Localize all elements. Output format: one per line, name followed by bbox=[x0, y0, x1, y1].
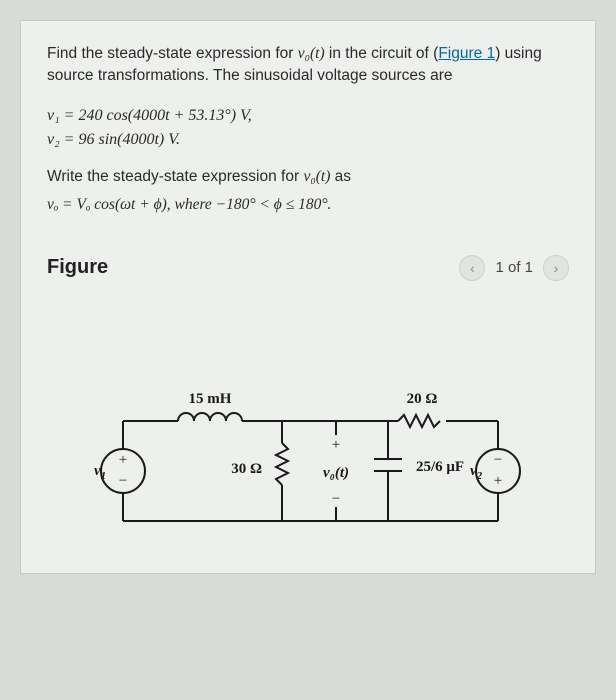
figure-link[interactable]: Figure 1 bbox=[438, 45, 495, 62]
v2-plus: + bbox=[494, 473, 502, 489]
intro-text: Find the steady-state expression for v₀(… bbox=[47, 43, 569, 88]
inductor-label: 15 mH bbox=[189, 391, 232, 407]
write-instruction: Write the steady-state expression for v₀… bbox=[47, 166, 569, 188]
eq2: v₂ = 96 sin(4000t) V. bbox=[47, 128, 569, 152]
vo-minus: − bbox=[332, 491, 340, 507]
vo-expr: v₀(t) bbox=[298, 45, 325, 62]
pager-text: 1 of 1 bbox=[495, 259, 533, 276]
figure-pager: ‹ 1 of 1 › bbox=[459, 255, 569, 281]
r2-label: 20 Ω bbox=[407, 391, 438, 407]
circuit-diagram: + − + − 15 mH 30 Ω + v₀(t) − 20 Ω 25/6 μ… bbox=[47, 351, 569, 551]
cap-label: 25/6 μF bbox=[416, 459, 464, 475]
eq1: v₁ = 240 cos(4000t + 53.13°) V, bbox=[47, 104, 569, 128]
next-button[interactable]: › bbox=[543, 255, 569, 281]
r1-label: 30 Ω bbox=[231, 461, 262, 477]
problem-statement: Find the steady-state expression for v₀(… bbox=[47, 43, 569, 217]
v1-minus: − bbox=[119, 473, 127, 489]
vo-label: v₀(t) bbox=[323, 465, 349, 481]
figure-header: Figure ‹ 1 of 1 › bbox=[47, 255, 569, 281]
v1-label: v1 bbox=[94, 463, 106, 482]
vo-expr2: v₀(t) bbox=[303, 168, 330, 185]
txt: as bbox=[330, 168, 351, 185]
txt: in the circuit of ( bbox=[325, 45, 439, 62]
figure-block: Figure ‹ 1 of 1 › bbox=[47, 255, 569, 551]
answer-form: vₒ = Vₒ cos(ωt + ϕ), where −180° < ϕ ≤ 1… bbox=[47, 194, 569, 216]
equations: v₁ = 240 cos(4000t + 53.13°) V, v₂ = 96 … bbox=[47, 104, 569, 152]
figure-title: Figure bbox=[47, 256, 108, 279]
txt: Write the steady-state expression for bbox=[47, 168, 303, 185]
v2-label: v2 bbox=[470, 463, 483, 482]
txt: Find the steady-state expression for bbox=[47, 45, 298, 62]
v1-plus: + bbox=[119, 452, 127, 468]
prev-button[interactable]: ‹ bbox=[459, 255, 485, 281]
v2-minus: − bbox=[494, 452, 502, 468]
vo-plus: + bbox=[332, 437, 340, 453]
problem-card: Find the steady-state expression for v₀(… bbox=[20, 20, 596, 574]
circuit-svg: + − + − 15 mH 30 Ω + v₀(t) − 20 Ω 25/6 μ… bbox=[68, 351, 548, 551]
